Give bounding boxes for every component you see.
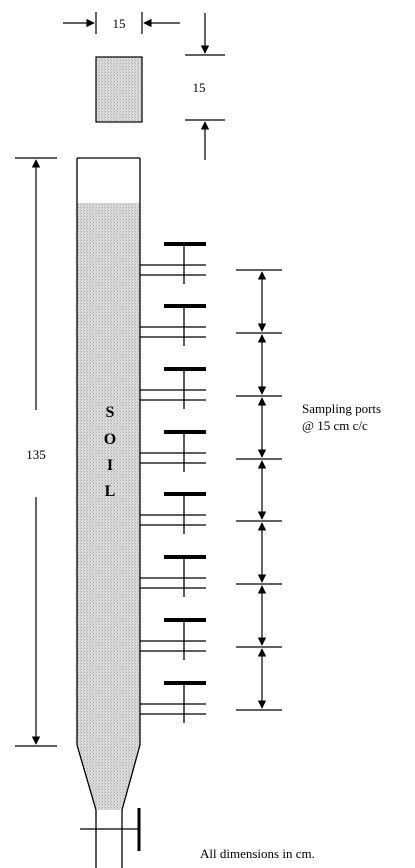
sampling-ports-spacing-label: @ 15 cm c/c (302, 418, 368, 433)
sampling-port-6 (140, 555, 206, 597)
column-outline (76, 157, 141, 868)
sampling-port-8 (140, 681, 206, 723)
units-footnote: All dimensions in cm. (200, 846, 315, 861)
sampling-port-3 (140, 367, 206, 409)
sampling-port-2 (140, 304, 206, 346)
column-cross-section (95, 56, 143, 123)
soil-letter-l: L (105, 483, 116, 500)
soil-letter-i: I (107, 457, 113, 474)
sampling-port-5 (140, 492, 206, 534)
outlet-valve (80, 808, 141, 851)
sampling-port-4 (140, 430, 206, 472)
column-height-label: 135 (26, 447, 46, 462)
sampling-ports-label: Sampling ports (302, 401, 381, 416)
port-spacing-ticks (236, 269, 282, 711)
top-height-dimension (185, 13, 225, 160)
sampling-port-1 (140, 242, 206, 284)
top-height-label: 15 (193, 80, 206, 95)
column-height-dimension (15, 157, 57, 747)
soil-letter-o: O (104, 431, 116, 448)
soil-fill (77, 203, 140, 810)
top-width-label: 15 (113, 16, 126, 31)
soil-letter-s: S (106, 404, 115, 421)
top-width-dimension (63, 12, 180, 34)
sampling-port-7 (140, 618, 206, 660)
